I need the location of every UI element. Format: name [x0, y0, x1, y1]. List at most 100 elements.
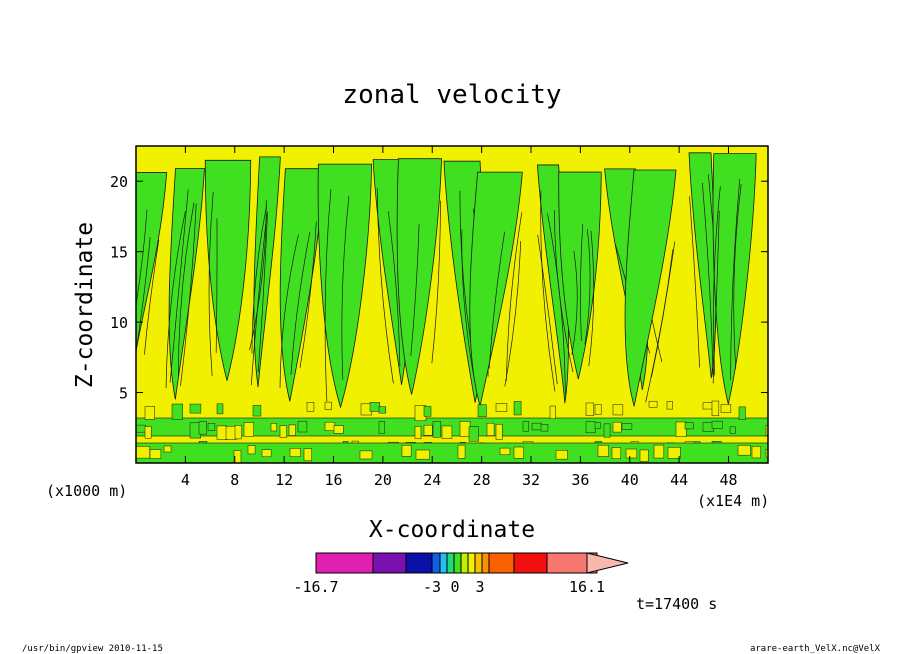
colorbar-cell — [315, 552, 374, 574]
colorbar-cell — [460, 552, 469, 574]
contour-line — [431, 200, 441, 364]
contour-cell — [414, 426, 422, 440]
contour-cell — [189, 403, 202, 414]
plot-area — [136, 146, 768, 463]
contour-region — [136, 172, 168, 353]
contour-cell — [415, 449, 430, 460]
contour-cell — [738, 406, 746, 420]
contour-line — [701, 182, 714, 377]
contour-cell — [522, 421, 529, 432]
contour-cell — [144, 426, 152, 439]
contour-cell — [648, 400, 658, 408]
contour-line — [178, 202, 195, 377]
contour-cell — [243, 422, 254, 437]
x-tick-label: 12 — [275, 471, 293, 489]
contour-cell — [585, 402, 595, 416]
contour-cell — [477, 404, 487, 418]
contour-line — [279, 234, 299, 388]
contour-line — [689, 196, 700, 368]
contour-cell — [594, 404, 602, 415]
colorbar-cell — [405, 552, 433, 574]
contour-line — [547, 213, 566, 395]
contour-cell — [423, 424, 433, 436]
contour-line — [249, 199, 267, 351]
colorbar-cell — [431, 552, 441, 574]
contour-line — [257, 211, 268, 373]
colorbar-cell — [474, 552, 483, 574]
colorbar-cell — [481, 552, 490, 574]
contour-line — [410, 224, 420, 356]
chart-title: zonal velocity — [342, 80, 561, 110]
contour-band — [136, 442, 768, 463]
contour-cell — [144, 406, 155, 420]
contour-line — [651, 249, 674, 378]
contour-cell — [684, 422, 694, 430]
contour-cell — [621, 423, 633, 430]
colorbar-label-neg3: -3 — [423, 578, 441, 596]
footer-left: /usr/bin/gpview 2010-11-15 — [22, 644, 163, 654]
contour-cell — [297, 420, 308, 433]
contour-cell — [729, 426, 736, 434]
contour-cell — [216, 425, 228, 440]
contour-cell — [495, 423, 503, 440]
contour-cell — [675, 421, 687, 437]
contour-cell — [378, 421, 385, 434]
contour-cell — [597, 444, 609, 457]
colorbar-max-label: 16.1 — [569, 578, 605, 596]
contour-cell — [432, 421, 441, 438]
contour-cell — [612, 404, 624, 416]
contour-line — [136, 209, 148, 308]
contour-line — [215, 218, 218, 353]
contour-line — [376, 188, 394, 384]
contour-cell — [324, 401, 332, 410]
contour-line — [580, 224, 584, 341]
contour-cell — [441, 425, 453, 439]
y-axis-ticks: 5 10 15 20 — [110, 173, 768, 403]
contour-region — [558, 171, 602, 380]
contour-cell — [198, 421, 207, 435]
y-axis-label: Z-coordinate — [72, 222, 98, 388]
contour-region — [396, 158, 442, 395]
contour-line — [165, 210, 186, 388]
contour-line — [136, 237, 151, 355]
contour-line — [584, 229, 591, 345]
contour-cell — [247, 445, 256, 455]
contour-cell — [603, 423, 611, 438]
contour-cell — [252, 405, 262, 417]
colorbar: -16.7 -3 0 3 16.1 — [293, 552, 629, 596]
contour-cell — [459, 421, 471, 437]
contour-cell — [306, 402, 315, 412]
contour-cell — [324, 421, 336, 431]
contour-cell — [667, 447, 681, 459]
plot-frame — [135, 145, 769, 464]
contour-line — [571, 250, 578, 355]
x-tick-label: 44 — [670, 471, 688, 489]
contour-cell — [765, 425, 768, 436]
contour-region — [712, 153, 757, 405]
contour-line — [537, 234, 558, 385]
x-scale-note: (x1E4 m) — [697, 492, 769, 510]
colorbar-cell — [453, 552, 462, 574]
contour-cell — [457, 444, 466, 459]
contour-cell — [540, 424, 549, 432]
contour-line — [290, 231, 311, 375]
colorbar-cell — [467, 552, 476, 574]
y-tick-label: 15 — [110, 244, 128, 262]
x-tick-label: 36 — [571, 471, 589, 489]
contour-layer — [136, 152, 768, 463]
colorbar-cells — [315, 552, 598, 574]
contour-line — [733, 184, 742, 369]
y-tick-label: 10 — [110, 314, 128, 332]
contour-line — [144, 239, 160, 355]
contour-cell — [279, 425, 287, 438]
contour-cell — [612, 421, 622, 433]
contour-cell — [486, 422, 495, 436]
x-tick-label: 16 — [324, 471, 342, 489]
contour-cell — [653, 444, 665, 459]
colorbar-label-3: 3 — [475, 578, 484, 596]
contour-cell — [163, 445, 172, 453]
x-tick-label: 8 — [230, 471, 239, 489]
x-tick-label: 20 — [374, 471, 392, 489]
contour-region — [317, 163, 373, 409]
